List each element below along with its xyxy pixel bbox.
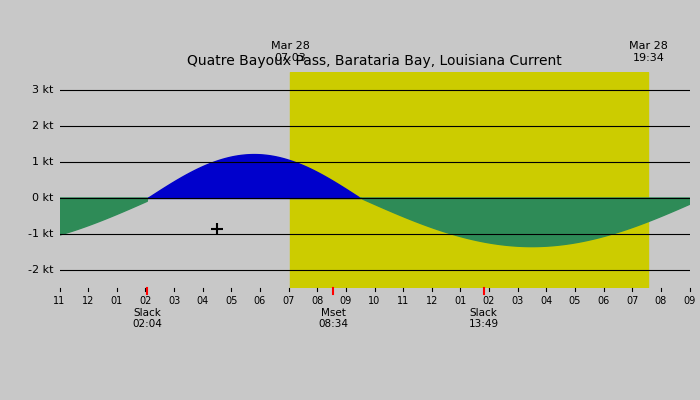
Text: Slack
13:49: Slack 13:49 <box>469 308 499 330</box>
Text: 10: 10 <box>368 296 381 306</box>
Text: 06: 06 <box>598 296 610 306</box>
Text: 05: 05 <box>569 296 581 306</box>
Text: 07: 07 <box>282 296 295 306</box>
Text: 3 kt: 3 kt <box>32 85 54 95</box>
Text: Mar 28
07:03: Mar 28 07:03 <box>271 41 309 63</box>
Text: 02: 02 <box>483 296 495 306</box>
Text: 0 kt: 0 kt <box>32 193 54 203</box>
Text: Mset
08:34: Mset 08:34 <box>318 308 349 330</box>
Text: 07: 07 <box>626 296 638 306</box>
Bar <box>290 72 648 288</box>
Text: 12: 12 <box>426 296 438 306</box>
Text: 08: 08 <box>654 296 667 306</box>
Text: 01: 01 <box>454 296 466 306</box>
Text: 08: 08 <box>311 296 323 306</box>
Text: 04: 04 <box>540 296 552 306</box>
Text: 05: 05 <box>225 296 237 306</box>
Text: 02: 02 <box>139 296 152 306</box>
Text: 11: 11 <box>397 296 410 306</box>
Text: 12: 12 <box>82 296 94 306</box>
Text: Mar 28
19:34: Mar 28 19:34 <box>629 41 668 63</box>
Text: -2 kt: -2 kt <box>28 265 54 275</box>
Title: Quatre Bayoux Pass, Barataria Bay, Louisiana Current: Quatre Bayoux Pass, Barataria Bay, Louis… <box>187 54 562 68</box>
Text: 01: 01 <box>111 296 123 306</box>
Text: 06: 06 <box>254 296 266 306</box>
Text: 09: 09 <box>340 296 352 306</box>
Text: 04: 04 <box>197 296 209 306</box>
Text: 1 kt: 1 kt <box>32 157 54 167</box>
Text: Slack
02:04: Slack 02:04 <box>132 308 162 330</box>
Text: 09: 09 <box>683 296 696 306</box>
Text: 11: 11 <box>53 296 66 306</box>
Text: 03: 03 <box>512 296 524 306</box>
Text: 03: 03 <box>168 296 180 306</box>
Text: -1 kt: -1 kt <box>29 229 54 239</box>
Text: 2 kt: 2 kt <box>32 121 54 131</box>
